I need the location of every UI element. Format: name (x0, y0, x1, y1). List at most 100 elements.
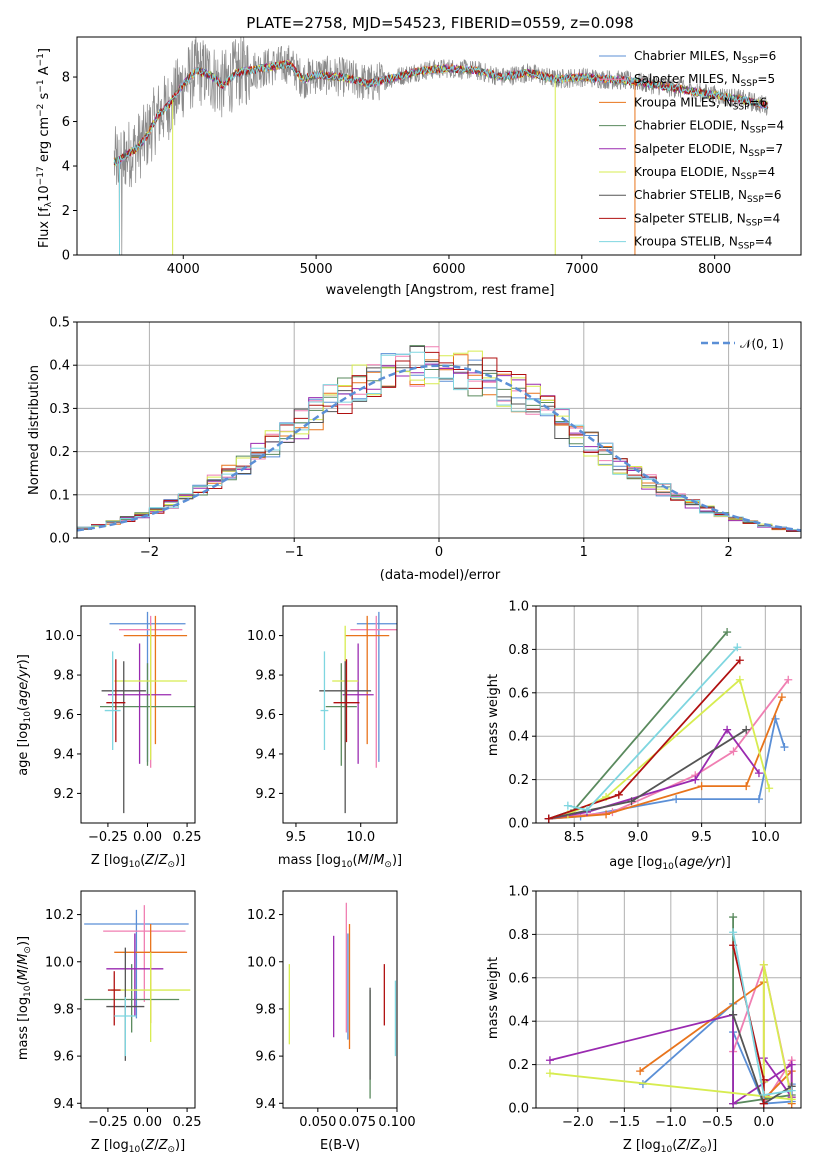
mass-weight-line (732, 945, 765, 1104)
mass-weight-marker (729, 928, 738, 937)
mass-weight-lines (545, 913, 796, 1108)
spectrum-x-label: wavelength [Angstrom, rest frame] (326, 283, 555, 298)
y-tick-label: 0.4 (49, 359, 70, 374)
x-tick-label: 0.00 (133, 830, 162, 845)
y-tick-label: 9.8 (255, 1002, 276, 1017)
y-tick-label: 9.4 (53, 747, 74, 762)
mass-weight-marker (691, 775, 700, 784)
p5-x-label: Z [log10(Z/Z⊙)] (91, 1138, 185, 1155)
spectrum-plot-area: 4000 5000 6000 7000 8000 0 2 4 6 8 (62, 36, 802, 277)
gaussian-curve (77, 364, 801, 532)
y-tick-label: 9.2 (53, 787, 74, 802)
y-tick-label: 9.4 (53, 1097, 74, 1112)
errorbars (100, 611, 195, 814)
mass-weight-marker (614, 790, 623, 799)
x-tick-label: 4000 (167, 262, 200, 277)
mass-weight-marker (545, 1069, 554, 1078)
y-tick-label: 0 (62, 249, 70, 264)
y-tick-label: 0.1 (49, 488, 70, 503)
spectrum-legend: Chabrier MILES, NSSP=6 Salpeter MILES, NS… (599, 49, 784, 252)
legend-entry: Kroupa MILES, NSSP=6 (634, 95, 767, 112)
mass-weight-marker (602, 810, 611, 819)
y-tick-label: 0.8 (508, 643, 529, 658)
x-tick-label: 0.100 (378, 1115, 415, 1130)
p2-y-label: age [log10(age/yr)] (16, 654, 33, 776)
y-tick-label: 9.2 (255, 787, 276, 802)
y-tick-label: 10.0 (247, 955, 276, 970)
histogram-step (77, 351, 801, 531)
x-tick-label: −1 (285, 545, 304, 560)
mass-weight-marker (787, 1060, 796, 1069)
x-tick-label: −1.5 (609, 1115, 641, 1130)
legend-entry: Salpeter MILES, NSSP=5 (634, 72, 775, 89)
mass-weight-marker (723, 725, 732, 734)
x-tick-label: 0.00 (133, 1115, 162, 1130)
x-tick-label: 10.0 (346, 830, 375, 845)
y-tick-label: 0.3 (49, 402, 70, 417)
y-tick-label: 0.0 (508, 817, 529, 832)
age-vs-mass-panel: 9.5 10.0 9.2 9.4 9.6 9.8 10.0 (247, 605, 398, 845)
legend-entry: Salpeter ELODIE, NSSP=7 (634, 142, 783, 159)
x-tick-label: 1 (580, 545, 588, 560)
gaussian-legend-label: 𝒩(0, 1) (740, 337, 784, 351)
x-tick-label: 6000 (432, 262, 465, 277)
y-tick-label: 9.6 (53, 1050, 74, 1065)
axes-frame (282, 605, 398, 824)
y-tick-label: 0.4 (508, 1015, 529, 1030)
y-tick-label: 10.2 (247, 908, 276, 923)
mass-weight-marker (759, 1099, 768, 1108)
p5-y-label: mass [log10(M/M⊙)] (16, 936, 33, 1060)
y-tick-label: 9.6 (255, 708, 276, 723)
mass-weight-marker (627, 797, 636, 806)
mass-weight-marker (582, 805, 591, 814)
mass-weight-marker (742, 782, 751, 791)
x-tick-label: −1.0 (655, 1115, 687, 1130)
mass-weight-marker (735, 656, 744, 665)
y-tick-label: 10.0 (45, 955, 74, 970)
mass-weight-marker (735, 675, 744, 684)
model-spectrum-line (113, 60, 769, 167)
mass-weight-marker (777, 693, 786, 702)
x-tick-label: 7000 (565, 262, 598, 277)
x-tick-label: 0.25 (173, 830, 202, 845)
y-tick-label: 0.0 (49, 532, 70, 547)
y-tick-label: 10.0 (247, 629, 276, 644)
residual-legend: 𝒩(0, 1) (701, 337, 784, 351)
mass-weight-marker (759, 960, 768, 969)
x-tick-label: 0.0 (753, 1115, 774, 1130)
legend-entry: Chabrier STELIB, NSSP=6 (634, 188, 782, 205)
x-tick-label: 9.5 (691, 830, 712, 845)
x-tick-label: 10.0 (751, 830, 780, 845)
x-tick-label: 9.5 (286, 830, 307, 845)
histogram-step (77, 351, 801, 532)
p7-x-label: Z [log10(Z/Z⊙)] (623, 1138, 717, 1155)
residual-x-label: (data-model)/error (380, 568, 501, 583)
y-tick-label: 9.4 (255, 1097, 276, 1112)
mass-weight-lines (544, 628, 793, 823)
spectrum-traces (113, 37, 769, 255)
axes-frame (535, 890, 802, 1109)
x-tick-label: 9.0 (628, 830, 649, 845)
mass-weight-line (548, 728, 760, 820)
errorbars (84, 905, 191, 1061)
p4-y-label: mass weight (486, 674, 501, 756)
mass-weight-line (548, 715, 786, 820)
legend-entry: Kroupa ELODIE, NSSP=4 (634, 165, 775, 182)
legend-entry: Salpeter STELIB, NSSP=4 (634, 211, 780, 228)
x-tick-label: −0.25 (88, 830, 128, 845)
residual-histogram-panel: −2 −1 0 1 2 0.0 0.1 0.2 0.3 0.4 0.5 (data-model)/e… (27, 316, 802, 583)
mass-weight-marker (784, 675, 793, 684)
mass-weight-marker (544, 814, 553, 823)
p3-x-label: mass [log10(M/M⊙)] (278, 853, 402, 870)
mass-vs-metallicity-panel: −0.25 0.00 0.25 9.4 9.6 9.8 10.0 10.2 (45, 890, 202, 1130)
y-tick-label: 0.4 (508, 730, 529, 745)
observed-spectrum-line (113, 37, 769, 255)
spectrum-panel: PLATE=2758, MJD=54523, FIBERID=0559, z=0… (36, 14, 802, 298)
errorbars (288, 902, 397, 1099)
x-tick-label: −2.0 (562, 1115, 594, 1130)
age-vs-metallicity-panel: −0.25 0.00 0.25 9.2 9.4 9.6 9.8 10.0 (45, 605, 202, 845)
x-tick-label: 0 (435, 545, 443, 560)
y-tick-label: 9.6 (53, 708, 74, 723)
y-tick-label: 0.6 (508, 971, 529, 986)
mass-weight-marker (545, 1056, 554, 1065)
